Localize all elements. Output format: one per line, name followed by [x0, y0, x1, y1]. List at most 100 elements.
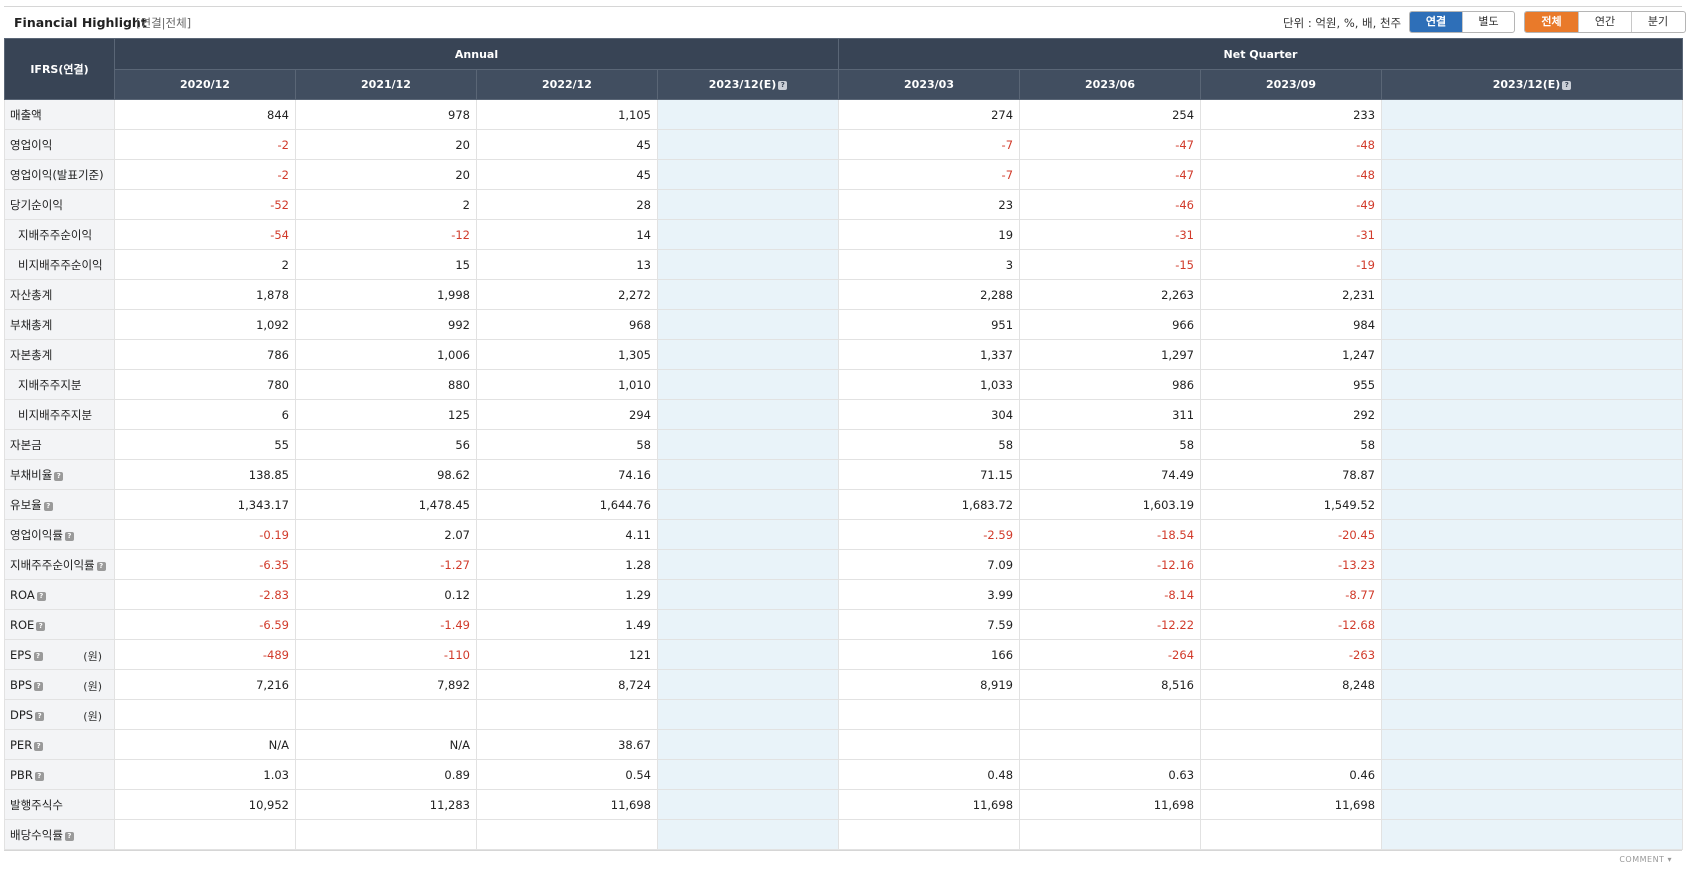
- quarter-button[interactable]: 분기: [1631, 12, 1684, 32]
- table-row: 자본금 55 56 58 58 58 58: [4, 429, 1684, 460]
- row-label-text: PBR: [10, 767, 33, 782]
- value-cell: 3: [838, 249, 1021, 280]
- help-icon[interactable]: ?: [34, 741, 44, 751]
- value-cell: 2.07: [295, 519, 477, 550]
- row-label-text: 영업이익: [10, 137, 53, 152]
- value-cell: [476, 819, 658, 850]
- table-row: 영업이익(발표기준) -2 20 45 -7 -47 -48: [4, 159, 1684, 190]
- help-icon[interactable]: ?: [34, 681, 44, 691]
- help-icon[interactable]: ?: [43, 501, 53, 511]
- value-cell: -2.83: [114, 579, 296, 610]
- value-cell: [838, 699, 1021, 730]
- value-cell: 11,698: [1200, 789, 1383, 820]
- value-cell: -18.54: [1019, 519, 1202, 550]
- column-header-4: 2023/03: [838, 69, 1021, 100]
- value-cell: [656, 669, 840, 700]
- value-cell: [656, 729, 840, 760]
- value-cell: 74.49: [1019, 459, 1202, 490]
- value-cell: -52: [114, 189, 296, 220]
- value-cell: [656, 549, 840, 580]
- value-cell: [1381, 279, 1684, 310]
- value-cell: 1,337: [838, 339, 1021, 370]
- value-cell: 1,644.76: [476, 489, 658, 520]
- table-row: 지배주주지분 780 880 1,010 1,033 986 955: [4, 369, 1684, 400]
- row-label-text: 매출액: [10, 107, 42, 122]
- row-label: 영업이익률?: [4, 519, 115, 550]
- annual-button[interactable]: 연간: [1578, 12, 1631, 32]
- row-label: ROE?: [4, 609, 115, 640]
- value-cell: 1.28: [476, 549, 658, 580]
- help-icon[interactable]: ?: [1562, 81, 1572, 90]
- value-cell: 2,272: [476, 279, 658, 310]
- row-label: BPS? (원): [4, 669, 115, 700]
- value-cell: 45: [476, 159, 658, 190]
- value-cell: 1,105: [476, 99, 658, 130]
- value-cell: -6.59: [114, 609, 296, 640]
- value-cell: [1381, 249, 1684, 280]
- value-cell: 1,998: [295, 279, 477, 310]
- help-icon[interactable]: ?: [34, 771, 44, 781]
- help-icon[interactable]: ?: [64, 831, 74, 841]
- value-cell: [1381, 309, 1684, 340]
- help-icon[interactable]: ?: [64, 531, 74, 541]
- consolidated-button[interactable]: 연결: [1410, 12, 1462, 32]
- value-cell: -6.35: [114, 549, 296, 580]
- value-cell: [1381, 459, 1684, 490]
- column-header-1: 2021/12: [295, 69, 477, 100]
- value-cell: N/A: [114, 729, 296, 760]
- value-cell: [1381, 519, 1684, 550]
- table-row: 영업이익률? -0.19 2.07 4.11 -2.59 -18.54 -20.45: [4, 519, 1684, 550]
- table-row: PER? N/A N/A 38.67: [4, 729, 1684, 760]
- row-label-text: BPS: [10, 677, 33, 692]
- value-cell: [1381, 489, 1684, 520]
- column-header-label: 2023/12(E): [1492, 78, 1561, 91]
- value-cell: 966: [1019, 309, 1202, 340]
- row-label: 자본금: [4, 429, 115, 460]
- table-row: 부채비율? 138.85 98.62 74.16 71.15 74.49 78.87: [4, 459, 1684, 490]
- separate-button[interactable]: 별도: [1462, 12, 1514, 32]
- value-cell: -15: [1019, 249, 1202, 280]
- value-cell: -1.27: [295, 549, 477, 580]
- value-cell: -12.68: [1200, 609, 1383, 640]
- table-row: ROA? -2.83 0.12 1.29 3.99 -8.14 -8.77: [4, 579, 1684, 610]
- value-cell: 58: [838, 429, 1021, 460]
- help-icon[interactable]: ?: [36, 591, 46, 601]
- value-cell: [656, 699, 840, 730]
- row-label: 자본총계: [4, 339, 115, 370]
- value-cell: -13.23: [1200, 549, 1383, 580]
- annual-group-header: Annual: [113, 38, 840, 70]
- table-row: 비지배주주지분 6 125 294 304 311 292: [4, 399, 1684, 430]
- value-cell: [1381, 549, 1684, 580]
- value-cell: [656, 249, 840, 280]
- row-label-text: 영업이익(발표기준): [10, 167, 104, 182]
- row-label-text: 당기순이익: [10, 197, 63, 212]
- table-row: 유보율? 1,343.17 1,478.45 1,644.76 1,683.72 1,60…: [4, 489, 1684, 520]
- value-cell: [656, 759, 840, 790]
- help-icon[interactable]: ?: [96, 561, 106, 571]
- value-cell: -46: [1019, 189, 1202, 220]
- help-icon[interactable]: ?: [778, 81, 788, 90]
- row-label-text: 자본금: [10, 437, 42, 452]
- comment-toggle[interactable]: COMMENT ▾: [1619, 855, 1672, 864]
- row-label-text: 자본총계: [10, 347, 53, 362]
- value-cell: 1,033: [838, 369, 1021, 400]
- value-cell: [1381, 399, 1684, 430]
- top-divider: [4, 6, 1682, 7]
- help-icon[interactable]: ?: [54, 471, 64, 481]
- value-cell: 1,092: [114, 309, 296, 340]
- row-label-text: 지배주주순이익: [18, 227, 93, 242]
- help-icon[interactable]: ?: [35, 711, 45, 721]
- value-cell: 0.89: [295, 759, 477, 790]
- value-cell: -12: [295, 219, 477, 250]
- value-cell: 2,231: [1200, 279, 1383, 310]
- won-unit: (원): [83, 680, 102, 693]
- help-icon[interactable]: ?: [36, 621, 46, 631]
- value-cell: 294: [476, 399, 658, 430]
- help-icon[interactable]: ?: [33, 651, 43, 661]
- value-cell: 8,516: [1019, 669, 1202, 700]
- value-cell: 15: [295, 249, 477, 280]
- value-cell: 968: [476, 309, 658, 340]
- value-cell: -1.49: [295, 609, 477, 640]
- all-period-button[interactable]: 전체: [1525, 12, 1578, 32]
